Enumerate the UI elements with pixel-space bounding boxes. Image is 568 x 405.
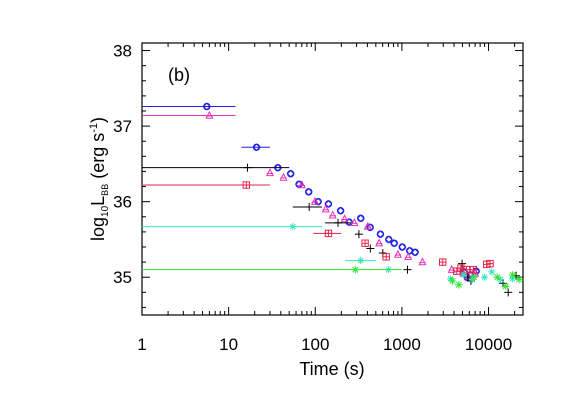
data-point	[486, 259, 494, 268]
data-point	[333, 218, 342, 227]
data-point	[481, 273, 489, 281]
data-point	[470, 273, 478, 282]
data-point	[411, 248, 419, 257]
x-tick-label: 100	[301, 335, 329, 354]
data-point	[361, 239, 369, 247]
data-point	[305, 202, 314, 211]
data-point	[265, 168, 274, 177]
data-point	[205, 110, 214, 119]
data-point	[286, 169, 295, 178]
data-point	[354, 230, 363, 239]
x-tick-label: 1	[137, 335, 146, 354]
data-point	[328, 210, 337, 219]
data-point	[448, 277, 457, 285]
y-tick-label: 38	[113, 42, 132, 61]
x-tick-label: 10	[219, 335, 238, 354]
data-point	[501, 282, 510, 291]
x-axis-ticks: 1 10 100 1000 10000	[137, 43, 516, 354]
data-point	[357, 257, 365, 265]
data-point	[351, 265, 360, 274]
x-axis-label: Time (s)	[299, 359, 364, 379]
data-point	[458, 259, 467, 268]
y-axis-ticks: 35 36 37 38	[113, 42, 523, 308]
data-point	[350, 218, 359, 227]
data-point	[340, 214, 349, 223]
data-point	[403, 265, 412, 274]
plot-frame	[141, 42, 524, 316]
data-point	[279, 172, 288, 181]
data-point	[398, 243, 407, 251]
data-point	[455, 280, 463, 289]
data-point	[252, 143, 261, 152]
data-point	[382, 253, 390, 261]
data-point	[375, 238, 384, 247]
data-point	[376, 230, 385, 239]
data-point	[390, 239, 399, 248]
data-point	[243, 163, 252, 172]
data-point	[356, 214, 365, 223]
data-point	[242, 181, 251, 189]
series-square-plus	[142, 181, 494, 275]
data-point	[508, 271, 517, 279]
y-tick-label: 35	[113, 268, 132, 287]
x-tick-label: 1000	[383, 335, 421, 354]
y-tick-label: 36	[113, 193, 132, 212]
data-point	[469, 265, 478, 274]
x-tick-label: 10000	[465, 335, 512, 354]
data-point	[393, 249, 402, 258]
data-point	[321, 204, 330, 213]
data-point	[310, 196, 319, 205]
data-point	[418, 257, 427, 266]
data-point	[366, 244, 375, 253]
data-point	[289, 223, 297, 231]
data-point	[324, 229, 333, 238]
data-point	[297, 180, 306, 189]
data-point	[460, 271, 468, 279]
data-point	[202, 102, 211, 111]
data-point	[363, 221, 372, 230]
data-series	[142, 102, 523, 297]
data-point	[515, 275, 523, 284]
data-point	[504, 288, 513, 297]
data-point	[488, 268, 496, 276]
y-axis-label: log10LBB (erg s-1)	[88, 117, 111, 241]
y-tick-label: 37	[113, 117, 132, 136]
data-point	[336, 206, 345, 215]
data-point	[439, 258, 447, 266]
data-point	[324, 200, 333, 208]
data-point	[384, 235, 393, 244]
data-point	[304, 187, 313, 196]
series-diamond-circle	[142, 102, 481, 282]
series-asterisk	[142, 265, 523, 291]
data-point	[404, 252, 413, 261]
panel-label: (b)	[168, 65, 190, 85]
data-point	[493, 273, 502, 282]
series-plus	[142, 163, 521, 297]
